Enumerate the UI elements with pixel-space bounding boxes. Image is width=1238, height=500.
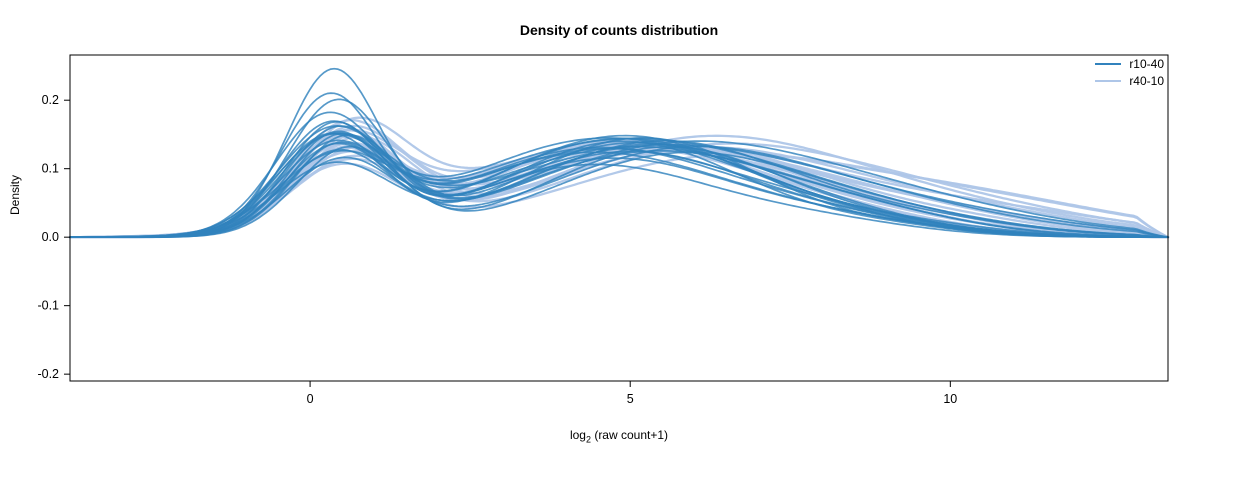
legend: r10-40 r40-10 (1095, 57, 1164, 88)
x-axis-label-pre: log (569, 428, 586, 442)
density-curve (69, 131, 1169, 239)
x-axis-label-sub: 2 (585, 434, 591, 445)
density-curve (69, 140, 1169, 239)
x-axis-label-post: (raw count+1) (590, 428, 669, 442)
x-tick-label: 0 (307, 392, 314, 406)
legend-label-r10-40: r10-40 (1129, 57, 1164, 71)
chart-title: Density of counts distribution (519, 22, 719, 38)
x-tick-label: 5 (627, 392, 634, 406)
y-tick-label: 0.1 (42, 162, 59, 176)
density-curve (69, 143, 1169, 239)
y-axis-ticks: -0.2 -0.1 0.0 0.1 0.2 (37, 93, 70, 381)
x-axis-label: log2 (raw count+1) (0, 428, 1238, 444)
legend-label-r40-10: r40-10 (1129, 74, 1164, 88)
legend-item-r40-10: r40-10 (1095, 74, 1164, 88)
legend-item-r10-40: r10-40 (1095, 57, 1164, 71)
y-tick-label: -0.2 (37, 367, 59, 381)
density-curve (69, 145, 1169, 239)
plot-box (69, 54, 1169, 382)
legend-line-swatch-r10-40 (1095, 63, 1122, 65)
y-tick-label: 0.2 (42, 93, 59, 107)
legend-line-swatch-r40-10 (1095, 80, 1122, 82)
y-tick-label: -0.1 (37, 299, 59, 313)
x-axis-ticks: 0 5 10 (307, 381, 957, 406)
y-tick-label: 0.0 (42, 230, 59, 244)
curves-r10-40 (69, 67, 1169, 239)
x-tick-label: 10 (943, 392, 957, 406)
